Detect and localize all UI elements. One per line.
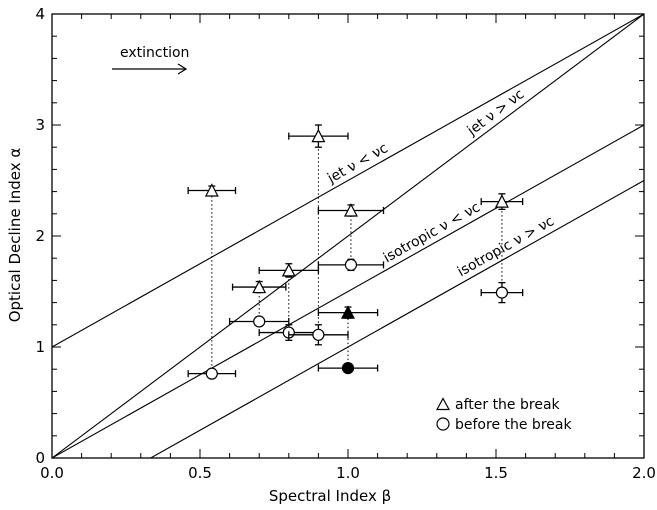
extinction-annotation: extinction	[112, 45, 189, 75]
triangle-marker	[341, 305, 355, 319]
triangle-marker	[343, 203, 358, 217]
circle-marker	[253, 315, 266, 328]
circle-marker	[205, 367, 218, 380]
model-line-2	[52, 14, 644, 458]
data-points	[187, 124, 524, 380]
triangle-marker	[281, 263, 296, 277]
circle-point-5	[317, 258, 385, 272]
circle-point-1	[187, 367, 237, 380]
triangle-marker	[252, 279, 267, 294]
triangle-point-7	[317, 305, 379, 319]
legend-triangle-marker	[435, 397, 451, 411]
model-line-4	[149, 180, 644, 458]
legend: after the break before the break	[435, 397, 572, 433]
x-axis-title: Spectral Index β	[269, 487, 391, 505]
y-tick-label: 4	[35, 5, 45, 23]
y-axis-title: Optical Decline Index α	[6, 148, 24, 323]
y-tick-label: 3	[35, 116, 45, 134]
x-tick-label: 1.5	[484, 464, 508, 482]
circle-marker	[312, 328, 325, 341]
circle-marker	[341, 361, 355, 375]
circle-point-7	[317, 361, 379, 375]
model-line-1	[52, 14, 644, 348]
x-tick-label: 2.0	[632, 464, 656, 482]
triangle-point-6	[231, 279, 287, 294]
circle-marker	[344, 258, 358, 271]
circle-point-2	[228, 315, 290, 328]
legend-label-before: before the break	[455, 417, 572, 433]
x-tick-label: 0.0	[40, 464, 64, 482]
triangle-point-2	[288, 124, 349, 148]
x-tick-label: 0.5	[188, 464, 212, 482]
triangle-point-3	[317, 203, 385, 217]
triangle-marker	[204, 183, 219, 197]
triangle-point-5	[258, 263, 320, 278]
y-tick-label: 2	[35, 227, 45, 245]
circle-point-4	[288, 324, 349, 346]
extinction-arrow-head	[177, 63, 188, 75]
model-line-label-2: jet ν > νc	[464, 86, 528, 139]
model-line-3	[52, 124, 644, 458]
axes: 0.0 0.5 1.0 1.5 2.0 0 1 2 3 4	[35, 5, 655, 482]
triangle-marker	[494, 194, 509, 208]
legend-label-after: after the break	[455, 397, 561, 413]
legend-circle-marker	[436, 417, 450, 431]
x-tick-label: 1.0	[336, 464, 360, 482]
model-line-label-1: jet ν < νc	[324, 140, 391, 187]
y-tick-label: 1	[35, 338, 45, 356]
triangle-marker	[311, 128, 326, 143]
circle-marker	[495, 286, 509, 299]
model-line-label-3: isotropic ν < νc	[381, 199, 483, 266]
triangle-point-4	[480, 193, 524, 211]
extinction-label: extinction	[120, 45, 189, 61]
circle-point-6	[480, 281, 524, 304]
triangle-point-1	[187, 183, 237, 197]
y-tick-label: 0	[35, 449, 45, 467]
